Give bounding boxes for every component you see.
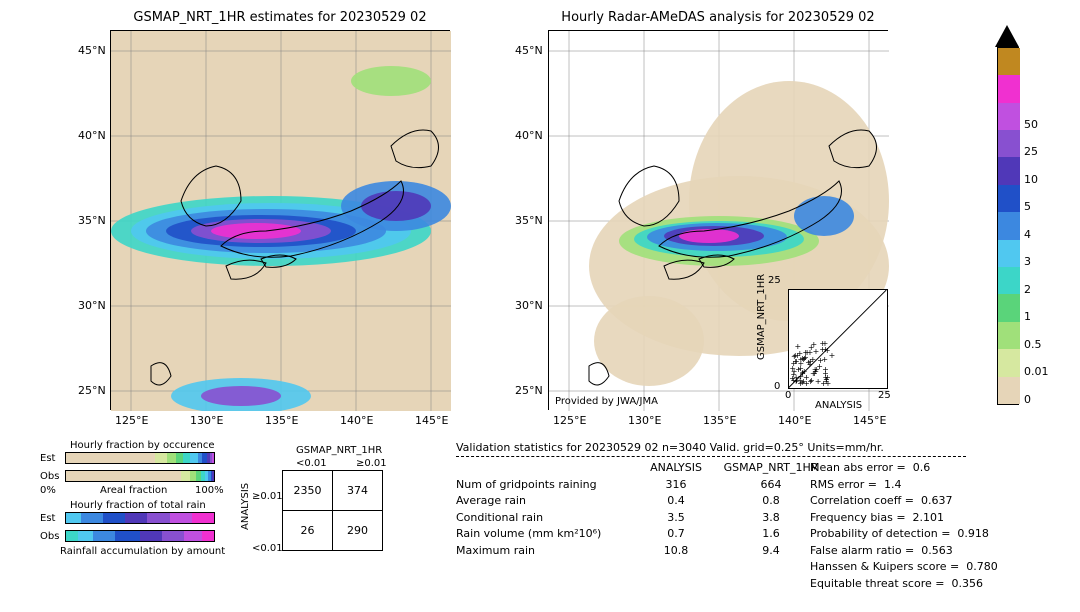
occurrence-bar-obs: [65, 470, 215, 482]
validation-table: ANALYSIS GSMAP_NRT_1HR Num of gridpoints…: [456, 460, 826, 559]
validation-row: Conditional rain3.53.8: [456, 510, 826, 527]
validation-row: Rain volume (mm km²10⁶)0.71.6: [456, 526, 826, 543]
colorbar-tick: 0: [1024, 393, 1031, 406]
rain-row-obs: Obs: [40, 531, 59, 542]
map-ytick: 45°N: [78, 44, 106, 57]
colorbar-tick: 2: [1024, 283, 1031, 296]
rain-title: Hourly fraction of total rain: [70, 500, 206, 511]
map-ytick: 25°N: [515, 384, 543, 397]
rain-row-est: Est: [40, 513, 55, 524]
validation-score-row: Frequency bias = 2.101: [810, 510, 998, 527]
accum-title: Rainfall accumulation by amount: [60, 546, 225, 557]
colorbar-tick: 0.5: [1024, 338, 1042, 351]
colorbar-tick: 1: [1024, 310, 1031, 323]
scatter-plot: ++++++++++++++++++++++++++++++++++++++++…: [788, 289, 888, 389]
validation-score-row: RMS error = 1.4: [810, 477, 998, 494]
vt-col-a: ANALYSIS: [636, 460, 716, 477]
map-xtick: 130°E: [628, 414, 661, 427]
ct-cell-01: 374: [333, 471, 383, 511]
validation-row: Maximum rain10.89.4: [456, 543, 826, 560]
right-map-title: Hourly Radar-AMeDAS analysis for 2023052…: [548, 10, 888, 25]
map-xtick: 135°E: [703, 414, 736, 427]
scatter-xtick-max: 25: [878, 390, 891, 401]
map-xtick: 135°E: [265, 414, 298, 427]
map-ytick: 45°N: [515, 44, 543, 57]
contingency-table: 2350 374 26 290: [282, 470, 383, 551]
scatter-ylabel: GSMAP_NRT_1HR: [756, 270, 767, 360]
map-xtick: 145°E: [853, 414, 886, 427]
ct-col-thresh-1: ≥0.01: [356, 458, 387, 469]
colorbar-tick: 5: [1024, 200, 1031, 213]
ct-cell-10: 26: [283, 511, 333, 551]
ct-cell-11: 290: [333, 511, 383, 551]
map-xtick: 140°E: [340, 414, 373, 427]
map-xtick: 125°E: [553, 414, 586, 427]
scatter-xtick-min: 0: [785, 390, 791, 401]
scatter-ytick-min: 0: [774, 381, 780, 392]
map-xtick: 130°E: [190, 414, 223, 427]
validation-score-row: Correlation coeff = 0.637: [810, 493, 998, 510]
areal-label: Areal fraction: [100, 485, 167, 496]
validation-title: Validation statistics for 20230529 02 n=…: [456, 440, 976, 457]
map-ytick: 30°N: [515, 299, 543, 312]
colorbar-over-marker: [995, 25, 1019, 47]
right-map-attribution: Provided by JWA/JMA: [555, 396, 658, 407]
occurrence-bar-est: [65, 452, 215, 464]
validation-score-row: Probability of detection = 0.918: [810, 526, 998, 543]
ct-cell-00: 2350: [283, 471, 333, 511]
rain-bar-est: [65, 512, 215, 524]
colorbar-tick: 10: [1024, 173, 1038, 186]
colorbar-tick: 3: [1024, 255, 1031, 268]
validation-scores: Mean abs error = 0.6RMS error = 1.4Corre…: [810, 460, 998, 592]
colorbar: [997, 47, 1019, 405]
left-map-panel: [110, 30, 450, 410]
map-ytick: 40°N: [515, 129, 543, 142]
areal-min: 0%: [40, 485, 56, 496]
validation-score-row: False alarm ratio = 0.563: [810, 543, 998, 560]
validation-row: Average rain0.40.8: [456, 493, 826, 510]
validation-score-row: Hanssen & Kuipers score = 0.780: [810, 559, 998, 576]
rain-bar-obs: [65, 530, 215, 542]
left-map-title: GSMAP_NRT_1HR estimates for 20230529 02: [110, 10, 450, 25]
validation-score-row: Equitable threat score = 0.356: [810, 576, 998, 593]
map-ytick: 35°N: [78, 214, 106, 227]
validation-score-row: Mean abs error = 0.6: [810, 460, 998, 477]
map-ytick: 35°N: [515, 214, 543, 227]
validation-row: Num of gridpoints raining316664: [456, 477, 826, 494]
colorbar-tick: 50: [1024, 118, 1038, 131]
map-xtick: 125°E: [115, 414, 148, 427]
colorbar-tick: 25: [1024, 145, 1038, 158]
scatter-ytick-max: 25: [768, 275, 781, 286]
occurrence-row-est: Est: [40, 453, 55, 464]
ct-row-thresh-0: <0.01: [252, 543, 283, 554]
ct-row-header: ANALYSIS: [240, 483, 251, 530]
map-ytick: 40°N: [78, 129, 106, 142]
ct-col-header: GSMAP_NRT_1HR: [296, 445, 382, 456]
ct-row-thresh-1: ≥0.01: [252, 491, 283, 502]
map-xtick: 140°E: [778, 414, 811, 427]
ct-col-thresh-0: <0.01: [296, 458, 327, 469]
areal-max: 100%: [195, 485, 224, 496]
map-ytick: 25°N: [78, 384, 106, 397]
map-ytick: 30°N: [78, 299, 106, 312]
colorbar-tick: 0.01: [1024, 365, 1049, 378]
colorbar-tick: 4: [1024, 228, 1031, 241]
scatter-xlabel: ANALYSIS: [815, 400, 862, 411]
occurrence-title: Hourly fraction by occurence: [70, 440, 214, 451]
map-xtick: 145°E: [415, 414, 448, 427]
validation-divider: [456, 456, 966, 457]
occurrence-row-obs: Obs: [40, 471, 59, 482]
